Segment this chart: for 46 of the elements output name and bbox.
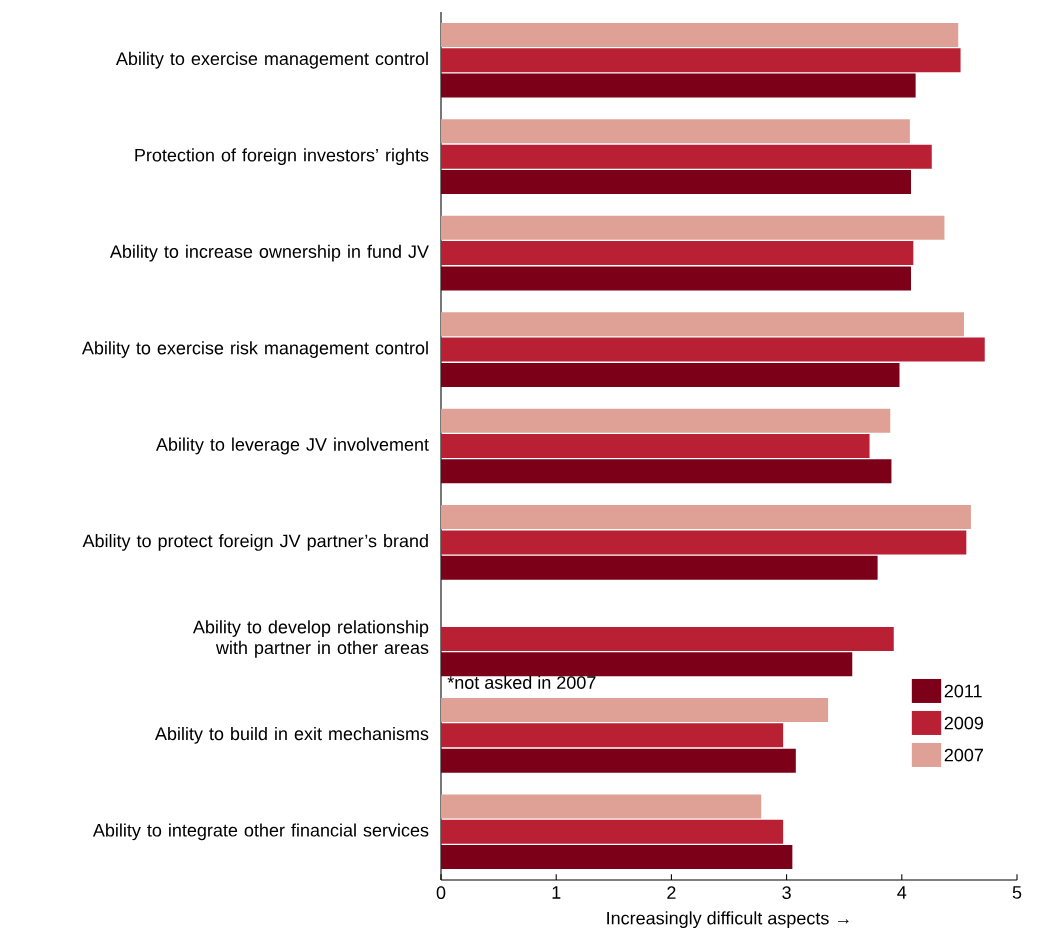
bar (441, 845, 793, 870)
x-tick-label: 3 (782, 886, 791, 900)
legend-label: 2009 (944, 716, 984, 730)
bar (441, 215, 945, 240)
bar (441, 505, 971, 530)
y-tick-label: Ability to exercise risk management control (81, 341, 428, 358)
bar (441, 48, 961, 73)
x-axis-title: Increasingly difficult aspects → (607, 911, 849, 929)
bar (441, 459, 892, 484)
y-tick-label: Ability to leverage JV involvement (155, 437, 429, 455)
bar (441, 144, 932, 169)
y-tick-label: Ability to integrate other financial services (92, 823, 429, 841)
y-tick-label: Ability to exercise management control (115, 51, 428, 69)
bar (441, 555, 878, 580)
bar (441, 652, 853, 677)
bar (441, 723, 784, 748)
bar (441, 119, 910, 144)
bar (441, 434, 870, 459)
y-tick-label: Protection of foreign investors’ rights (135, 148, 429, 166)
bar (441, 170, 912, 195)
legend-label: 2007 (944, 748, 983, 762)
y-tick-label: Ability to protect foreign JV partner’s brand (82, 534, 428, 551)
bar (441, 266, 912, 291)
bar (441, 819, 784, 844)
x-tick-label: 5 (1012, 886, 1022, 899)
bar (441, 530, 967, 555)
y-tick-label: Ability to build in exit mechanisms (154, 726, 429, 744)
bar (441, 22, 959, 47)
legend-label: 2011 (944, 684, 982, 698)
x-tick-label: 1 (552, 886, 561, 899)
bar (441, 73, 916, 98)
bar (441, 408, 891, 433)
bar (441, 312, 965, 337)
y-tick-label: Ability to increase ownership in fund JV (109, 244, 429, 262)
bar (441, 748, 796, 773)
y-tick-label: Ability to develop relationship with partner in other areas (192, 620, 429, 658)
bar (441, 337, 985, 362)
annotation: *not asked in 2007 (447, 675, 596, 689)
bar (441, 794, 762, 819)
bar (441, 241, 914, 266)
x-tick-label: 2 (667, 886, 676, 899)
x-tick-label: 0 (436, 886, 446, 900)
bar (441, 626, 894, 651)
bar (441, 362, 900, 387)
x-tick-label: 4 (897, 886, 907, 899)
bar (441, 698, 829, 723)
